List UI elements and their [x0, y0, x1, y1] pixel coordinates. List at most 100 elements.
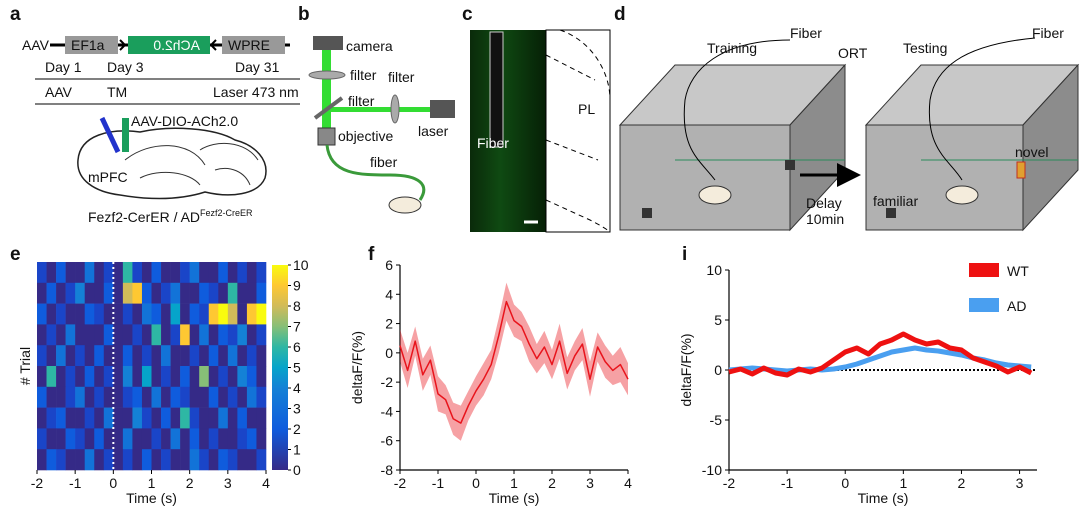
atlas-boundaries: [545, 29, 611, 233]
heatmap-cell: [151, 428, 162, 450]
y-tick-label: -2: [381, 374, 394, 390]
heatmap-cell: [113, 366, 124, 388]
heatmap-cell: [94, 282, 105, 304]
heatmap-cell: [161, 449, 171, 471]
heatmap-cell: [237, 407, 248, 429]
y-tick-label: -10: [702, 462, 722, 478]
panel-label: a: [10, 4, 21, 25]
heatmap-cell: [246, 428, 257, 450]
heatmap-cell: [237, 324, 248, 346]
heatmap-cell: [151, 386, 162, 408]
heatmap-cell: [246, 324, 257, 346]
heatmap-cell: [227, 303, 238, 325]
heatmap-cell: [75, 407, 86, 429]
heatmap-cell: [256, 428, 267, 450]
heatmap-cell: [132, 345, 143, 367]
heatmap-cell: [94, 449, 105, 471]
region-label: mPFC: [88, 169, 128, 185]
heatmap-cell: [151, 262, 162, 284]
colorbar-tick-label: 3: [293, 401, 301, 417]
objective: [317, 127, 336, 146]
panel-c: Fiber PL: [470, 29, 611, 233]
heatmap-cell: [122, 303, 133, 325]
task-label: ORT: [838, 45, 868, 61]
heatmap-cell: [227, 428, 238, 450]
heatmap-cell: [199, 386, 210, 408]
heatmap-cell: [161, 282, 171, 304]
x-tick-label: -1: [781, 475, 794, 491]
heatmap-cell: [227, 366, 238, 388]
heatmap-cell: [132, 449, 143, 471]
heatmap-cell: [180, 262, 190, 284]
heatmap-cell: [122, 428, 133, 450]
heatmap-cell: [227, 324, 238, 346]
heatmap-cell: [37, 282, 47, 304]
heatmap-cell: [94, 345, 105, 367]
heatmap-cell: [56, 386, 66, 408]
lox-sites: [119, 39, 217, 51]
heatmap-cell: [56, 366, 66, 388]
heatmap-cell: [103, 386, 114, 408]
heatmap-cell: [84, 407, 95, 429]
heatmap-cell: [46, 366, 57, 388]
heatmap-cell: [227, 449, 238, 471]
heatmap-cell: [218, 386, 229, 408]
heatmap-cell: [132, 324, 143, 346]
heatmap-cell: [170, 407, 181, 429]
colorbar: [272, 265, 288, 470]
heatmap-cell: [46, 428, 57, 450]
fiber-label: Fiber: [790, 25, 822, 41]
heatmap-cell: [37, 366, 47, 388]
heatmap-cell: [113, 262, 124, 284]
heatmap-cell: [84, 303, 95, 325]
heatmap-cell: [151, 449, 162, 471]
construct-label: ACh2.0: [153, 37, 200, 53]
heatmap-cell: [218, 428, 229, 450]
object-label: familiar: [873, 193, 918, 209]
heatmap-cell: [170, 449, 181, 471]
heatmap-cell: [237, 345, 248, 367]
heatmap-cell: [113, 303, 124, 325]
optics-label: filter: [388, 69, 415, 85]
heatmap-cell: [37, 303, 47, 325]
mouse-line: Fezf2-CerER / AD: [88, 209, 200, 225]
x-tick-label: 4: [262, 475, 270, 491]
fiber-track: [489, 31, 504, 148]
object: [642, 208, 652, 218]
x-tick-label: 3: [586, 475, 594, 491]
heatmap-cell: [46, 282, 57, 304]
heatmap-cell: [65, 386, 76, 408]
heatmap-cell: [199, 407, 210, 429]
colorbar-tick-label: 1: [293, 442, 301, 458]
x-tick-label: 2: [186, 475, 194, 491]
heatmap-cell: [37, 407, 47, 429]
heatmap-cell: [170, 428, 181, 450]
heatmap-cell: [122, 345, 133, 367]
heatmap-cell: [103, 303, 114, 325]
heatmap-cell: [46, 386, 57, 408]
heatmap-cell: [46, 324, 57, 346]
x-axis-label: Time (s): [489, 490, 540, 506]
data-line: [728, 331, 1033, 378]
legend-label: WT: [1007, 263, 1029, 279]
x-tick-label: 1: [899, 475, 907, 491]
brain-outline: [77, 127, 267, 200]
heatmap-cell: [113, 282, 124, 304]
heatmap-cell: [65, 282, 76, 304]
heatmap-cell: [103, 262, 114, 284]
heatmap-cell: [75, 282, 86, 304]
heatmap-cell: [65, 366, 76, 388]
x-tick-label: -2: [31, 475, 44, 491]
heatmap-cell: [122, 366, 133, 388]
heatmap-cell: [180, 303, 190, 325]
heatmap-cell: [132, 386, 143, 408]
optics-label: camera: [346, 38, 393, 54]
atlas: [545, 29, 611, 233]
heatmap-cell: [237, 386, 248, 408]
heatmap-cell: [84, 366, 95, 388]
x-tick-label: 1: [148, 475, 156, 491]
heatmap-cell: [189, 303, 200, 325]
light-path: [331, 107, 431, 112]
heatmap-cell: [37, 428, 47, 450]
heatmap-cell: [103, 345, 114, 367]
